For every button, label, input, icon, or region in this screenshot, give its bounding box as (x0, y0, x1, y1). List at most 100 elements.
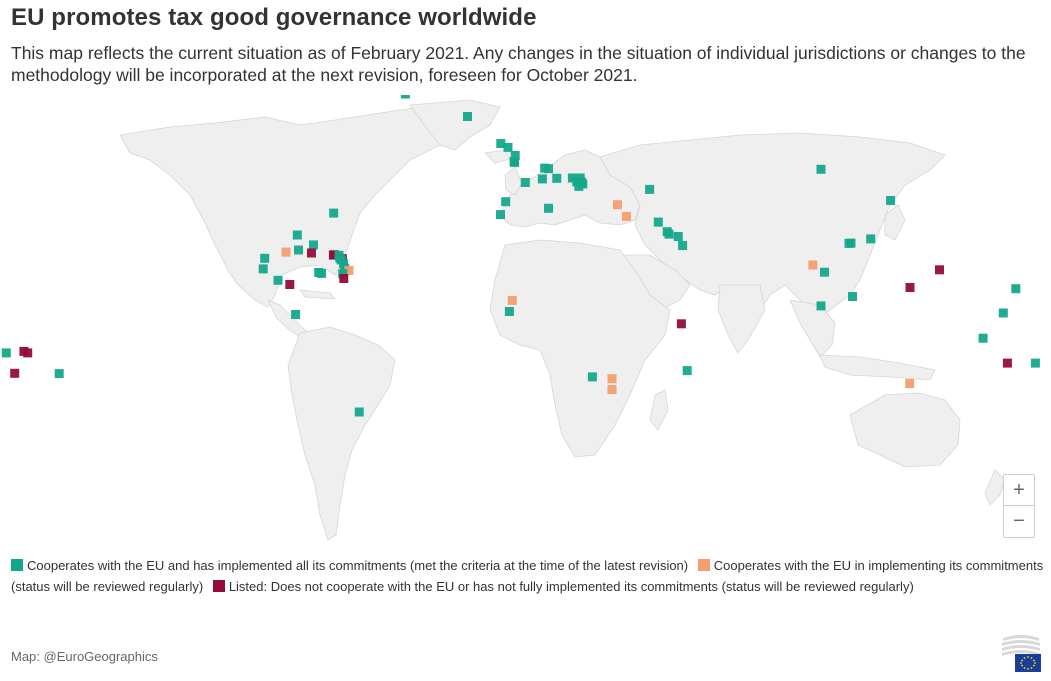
jurisdiction-marker-cooperates-implementing[interactable] (905, 379, 915, 388)
jurisdiction-marker-cooperates-implemented[interactable] (1, 348, 11, 358)
madagascar (649, 389, 669, 431)
jurisdiction-marker-cooperates-implemented[interactable] (1030, 358, 1040, 368)
jurisdiction-marker-cooperates-implemented[interactable] (339, 259, 349, 269)
jurisdiction-marker-listed[interactable] (1002, 358, 1012, 368)
jurisdiction-marker-cooperates-implemented[interactable] (273, 275, 283, 285)
map-title: EU promotes tax good governance worldwid… (11, 4, 537, 31)
legend-swatch-listed (212, 580, 225, 592)
map-source: Map: @EuroGeographics (11, 649, 158, 664)
jurisdiction-marker-cooperates-implemented[interactable] (463, 112, 472, 121)
jurisdiction-marker-cooperates-implemented[interactable] (54, 369, 64, 379)
jurisdiction-marker-cooperates-implemented[interactable] (309, 240, 318, 250)
jurisdiction-marker-cooperates-implemented[interactable] (503, 142, 513, 152)
australia (849, 392, 961, 468)
jurisdiction-marker-cooperates-implemented[interactable] (540, 163, 550, 173)
jurisdiction-marker-cooperates-implementing[interactable] (507, 295, 517, 305)
jurisdiction-marker-cooperates-implemented[interactable] (816, 164, 826, 174)
jurisdiction-marker-cooperates-implemented[interactable] (866, 234, 876, 244)
jurisdiction-marker-cooperates-implemented[interactable] (504, 307, 514, 316)
legend-label-listed: Listed: Does not cooperate with the EU o… (228, 579, 914, 594)
jurisdiction-marker-listed[interactable] (307, 248, 316, 258)
world-map[interactable] (0, 95, 1051, 545)
jurisdiction-marker-cooperates-implemented[interactable] (1011, 284, 1021, 294)
jurisdiction-marker-cooperates-implemented[interactable] (317, 268, 327, 278)
indonesia (819, 354, 936, 381)
jurisdiction-marker-cooperates-implemented[interactable] (678, 241, 688, 250)
legend-swatch-implementing (697, 559, 710, 571)
jurisdiction-marker-cooperates-implemented[interactable] (844, 238, 854, 248)
south-america (287, 326, 396, 541)
zoom-control: + − (1003, 474, 1035, 538)
legend-item-listed: Listed: Does not cooperate with the EU o… (212, 579, 914, 594)
japan (884, 204, 906, 241)
jurisdiction-marker-cooperates-implemented[interactable] (673, 232, 683, 241)
jurisdiction-marker-cooperates-implemented[interactable] (653, 217, 663, 227)
iceland (484, 149, 511, 164)
jurisdiction-marker-cooperates-implementing[interactable] (607, 374, 617, 384)
jurisdiction-marker-cooperates-implemented[interactable] (294, 245, 303, 255)
legend-label-implemented: Cooperates with the EU and has implement… (27, 558, 689, 573)
jurisdiction-marker-cooperates-implemented[interactable] (329, 208, 339, 218)
marker-layer (1, 95, 1040, 417)
jurisdiction-marker-cooperates-implemented[interactable] (886, 196, 896, 205)
central-america (267, 299, 311, 338)
jurisdiction-marker-cooperates-implemented[interactable] (501, 197, 511, 207)
world-map-svg[interactable] (0, 95, 1051, 545)
jurisdiction-marker-cooperates-implemented[interactable] (998, 308, 1008, 318)
new-zealand (984, 469, 1006, 506)
jurisdiction-marker-cooperates-implemented[interactable] (400, 95, 410, 99)
jurisdiction-marker-cooperates-implemented[interactable] (552, 173, 562, 183)
jurisdiction-marker-cooperates-implemented[interactable] (682, 366, 692, 376)
jurisdiction-marker-listed[interactable] (935, 265, 944, 275)
jurisdiction-marker-cooperates-implemented[interactable] (587, 372, 597, 382)
jurisdiction-marker-cooperates-implemented[interactable] (292, 230, 302, 240)
jurisdiction-marker-cooperates-implemented[interactable] (576, 177, 586, 187)
britain (504, 166, 523, 196)
legend-item-implemented: Cooperates with the EU and has implement… (11, 558, 688, 573)
jurisdiction-marker-listed[interactable] (676, 319, 686, 329)
jurisdiction-marker-cooperates-implemented[interactable] (258, 264, 268, 274)
jurisdiction-marker-listed[interactable] (10, 368, 20, 378)
jurisdiction-marker-cooperates-implementing[interactable] (808, 260, 818, 270)
jurisdiction-marker-cooperates-implemented[interactable] (510, 157, 520, 167)
legend-item-implementing: Cooperates with the EU in implementing i… (11, 558, 1043, 594)
legend-swatch-implemented (11, 559, 23, 571)
jurisdiction-marker-listed[interactable] (905, 283, 915, 292)
jurisdiction-marker-cooperates-implemented[interactable] (520, 178, 530, 187)
north-america (119, 104, 479, 308)
jurisdiction-marker-cooperates-implemented[interactable] (544, 203, 553, 213)
cuba (299, 289, 336, 300)
jurisdiction-marker-cooperates-implemented[interactable] (338, 269, 348, 279)
jurisdiction-marker-listed[interactable] (23, 348, 33, 358)
jurisdiction-marker-cooperates-implemented[interactable] (816, 301, 826, 311)
zoom-in-button[interactable]: + (1004, 475, 1034, 506)
jurisdiction-marker-cooperates-implemented[interactable] (664, 229, 674, 239)
jurisdiction-marker-cooperates-implemented[interactable] (848, 292, 857, 301)
jurisdiction-marker-listed[interactable] (328, 250, 338, 260)
jurisdiction-marker-cooperates-implementing[interactable] (281, 247, 291, 257)
jurisdiction-marker-cooperates-implemented[interactable] (820, 267, 829, 277)
jurisdiction-marker-cooperates-implementing[interactable] (344, 265, 354, 275)
zoom-out-button[interactable]: − (1013, 510, 1025, 532)
jurisdiction-marker-cooperates-implementing[interactable] (622, 211, 631, 221)
jurisdiction-marker-cooperates-implemented[interactable] (496, 210, 505, 220)
jurisdiction-marker-cooperates-implemented[interactable] (978, 333, 988, 343)
jurisdiction-marker-cooperates-implemented[interactable] (260, 253, 270, 263)
jurisdiction-marker-cooperates-implemented[interactable] (354, 407, 364, 417)
jurisdiction-marker-cooperates-implemented[interactable] (510, 151, 520, 160)
africa (489, 239, 671, 458)
jurisdiction-marker-cooperates-implemented[interactable] (645, 184, 655, 194)
jurisdiction-marker-cooperates-implemented[interactable] (537, 174, 547, 184)
jurisdiction-marker-cooperates-implementing[interactable] (613, 200, 622, 210)
jurisdiction-marker-cooperates-implemented[interactable] (291, 310, 301, 319)
jurisdiction-marker-cooperates-implementing[interactable] (607, 385, 617, 394)
jurisdiction-marker-listed[interactable] (339, 274, 349, 283)
legend-label-implementing: Cooperates with the EU in implementing i… (11, 558, 1044, 594)
land-masses (119, 99, 1006, 541)
legend: Cooperates with the EU and has implement… (11, 555, 1046, 597)
greenland (409, 99, 501, 151)
jurisdiction-marker-listed[interactable] (285, 280, 295, 289)
eu-commission-logo (1002, 635, 1041, 672)
map-subtitle: This map reflects the current situation … (11, 43, 1026, 85)
jurisdiction-marker-cooperates-implemented[interactable] (496, 139, 506, 148)
